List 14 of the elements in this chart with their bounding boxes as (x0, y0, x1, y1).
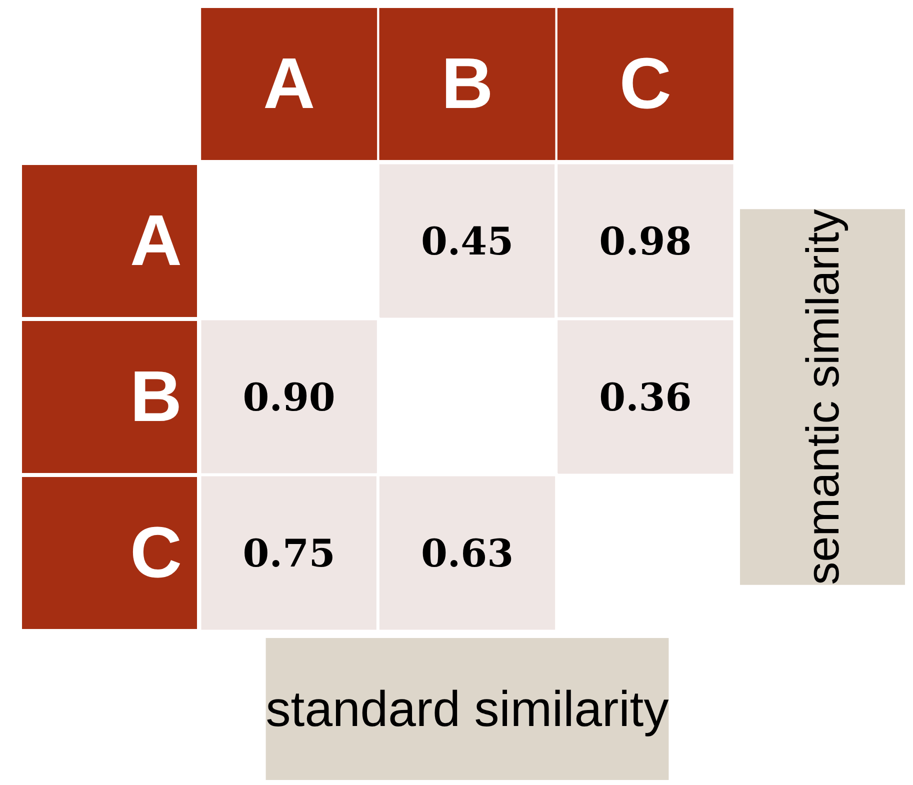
y2-axis-title: semantic similarity (796, 209, 848, 585)
data-label: 0.90 (242, 374, 336, 420)
y-tick-label: B (130, 357, 182, 437)
x-tick-label: B (441, 44, 494, 124)
x-tick-label: A (263, 44, 316, 124)
x-tick-label: C (619, 44, 672, 124)
y-tick-label: C (130, 513, 182, 593)
data-label: 0.36 (599, 374, 692, 420)
data-label: 0.45 (420, 218, 514, 264)
y-tick-label: A (130, 201, 182, 281)
data-label: 0.63 (420, 530, 514, 576)
data-label: 0.98 (599, 218, 692, 264)
x-axis-title: standard similarity (266, 681, 669, 737)
data-label: 0.75 (242, 530, 336, 576)
